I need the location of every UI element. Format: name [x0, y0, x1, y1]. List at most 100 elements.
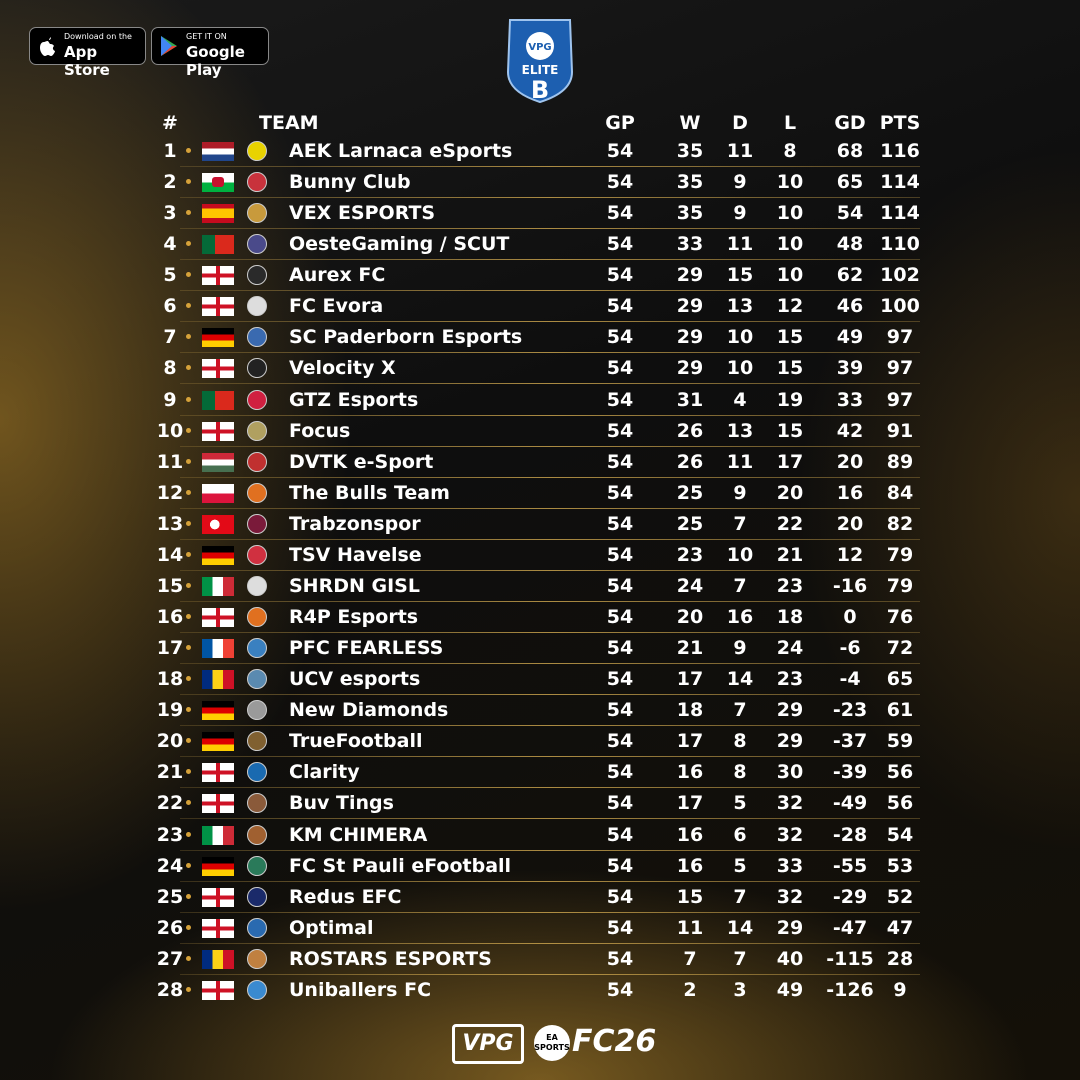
- stat-cell: 4: [163, 233, 177, 256]
- stat-cell: 46: [836, 295, 864, 318]
- stat-cell: 52: [886, 885, 914, 908]
- stat-cell: 21: [776, 543, 804, 566]
- row-separator: [180, 507, 920, 509]
- stat-cell: 14: [726, 916, 754, 939]
- stat-cell: 19: [776, 388, 804, 411]
- stat-cell: 29: [676, 357, 704, 380]
- team-logo: [247, 607, 267, 628]
- stat-cell: 13: [156, 512, 184, 535]
- flag: [202, 483, 234, 503]
- stat-cell: 1: [163, 140, 177, 162]
- row-dot: [186, 303, 191, 309]
- stat-cell: -6: [839, 637, 861, 660]
- stat-cell: 54: [606, 357, 634, 380]
- stat-cell: 32: [776, 823, 804, 846]
- stat-cell: 91: [886, 419, 914, 442]
- stat-cell: 24: [676, 574, 704, 597]
- flag: [202, 980, 234, 1000]
- team-logo: [247, 544, 267, 565]
- logo-division: B: [531, 76, 549, 104]
- app-store-badge[interactable]: Download on the App Store: [29, 27, 146, 79]
- stat-cell: 20: [836, 512, 864, 535]
- stat-cell: 6: [163, 295, 177, 318]
- stat-cell: 29: [676, 295, 704, 318]
- team-logo: [247, 358, 267, 379]
- row-dot: [186, 800, 191, 806]
- stat-cell: 29: [676, 264, 704, 287]
- header-cell: W: [679, 112, 701, 134]
- row-separator: [180, 973, 920, 975]
- stat-cell: 15: [156, 574, 184, 597]
- stat-cell: 54: [606, 606, 634, 629]
- team-name: GTZ Esports: [289, 388, 419, 411]
- stat-cell: 97: [886, 326, 914, 349]
- team-name: The Bulls Team: [289, 481, 450, 504]
- stat-cell: 54: [606, 419, 634, 442]
- stat-cell: 5: [733, 854, 747, 877]
- stat-cell: 54: [606, 761, 634, 784]
- stat-cell: 17: [776, 450, 804, 473]
- stat-cell: 110: [880, 233, 920, 256]
- flag: [202, 825, 234, 845]
- stat-cell: 17: [156, 637, 184, 660]
- stat-cell: 54: [606, 481, 634, 504]
- logo-title: ELITE: [522, 63, 559, 77]
- stat-cell: 54: [606, 543, 634, 566]
- flag: [202, 359, 234, 379]
- footer-partner: EA SPORTS: [534, 1025, 570, 1061]
- stat-cell: 31: [676, 388, 704, 411]
- stat-cell: 16: [676, 761, 704, 784]
- stat-cell: 28: [156, 978, 184, 1001]
- stat-cell: 7: [733, 885, 747, 908]
- apple-icon: [40, 37, 55, 56]
- stat-cell: 49: [836, 326, 864, 349]
- stat-cell: 39: [836, 357, 864, 380]
- stat-cell: 20: [156, 730, 184, 753]
- stat-cell: 23: [776, 574, 804, 597]
- stat-cell: 116: [880, 140, 920, 162]
- row-dot: [186, 582, 191, 588]
- flag: [202, 142, 234, 161]
- stat-cell: 79: [886, 543, 914, 566]
- stat-cell: 17: [676, 730, 704, 753]
- flag: [202, 949, 234, 969]
- stat-cell: 20: [776, 481, 804, 504]
- stat-cell: 18: [776, 606, 804, 629]
- google-play-badge[interactable]: GET IT ON Google Play: [151, 27, 269, 79]
- stat-cell: 61: [886, 699, 914, 722]
- team-logo: [247, 793, 267, 814]
- stat-cell: 12: [776, 295, 804, 318]
- elite-logo: VPG ELITE B: [506, 19, 574, 104]
- stat-cell: 56: [886, 792, 914, 815]
- row-separator: [180, 352, 920, 354]
- row-separator: [180, 290, 920, 292]
- row-dot: [186, 427, 191, 433]
- stat-cell: 24: [776, 637, 804, 660]
- stat-cell: 20: [836, 450, 864, 473]
- stat-cell: 26: [676, 419, 704, 442]
- flag: [202, 421, 234, 441]
- team-name: Velocity X: [289, 357, 396, 380]
- stat-cell: 54: [606, 792, 634, 815]
- stat-cell: 21: [676, 637, 704, 660]
- flag: [202, 235, 234, 255]
- stat-cell: 54: [606, 823, 634, 846]
- stat-cell: 12: [836, 543, 864, 566]
- stat-cell: 97: [886, 357, 914, 380]
- team-logo: [247, 855, 267, 876]
- stat-cell: 89: [886, 450, 914, 473]
- stat-cell: 29: [776, 730, 804, 753]
- team-name: SHRDN GISL: [289, 574, 420, 597]
- stat-cell: 11: [726, 140, 754, 162]
- badge-big-text: App Store: [64, 43, 110, 79]
- stat-cell: 3: [733, 978, 747, 1001]
- stat-cell: 9: [893, 978, 907, 1001]
- stat-cell: 54: [606, 233, 634, 256]
- stat-cell: 54: [606, 978, 634, 1001]
- team-name: OesteGaming / SCUT: [289, 233, 510, 256]
- team-logo: [247, 979, 267, 1000]
- stat-cell: 13: [726, 419, 754, 442]
- stat-cell: -16: [832, 574, 868, 597]
- row-dot: [186, 738, 191, 744]
- stat-cell: 7: [163, 326, 177, 349]
